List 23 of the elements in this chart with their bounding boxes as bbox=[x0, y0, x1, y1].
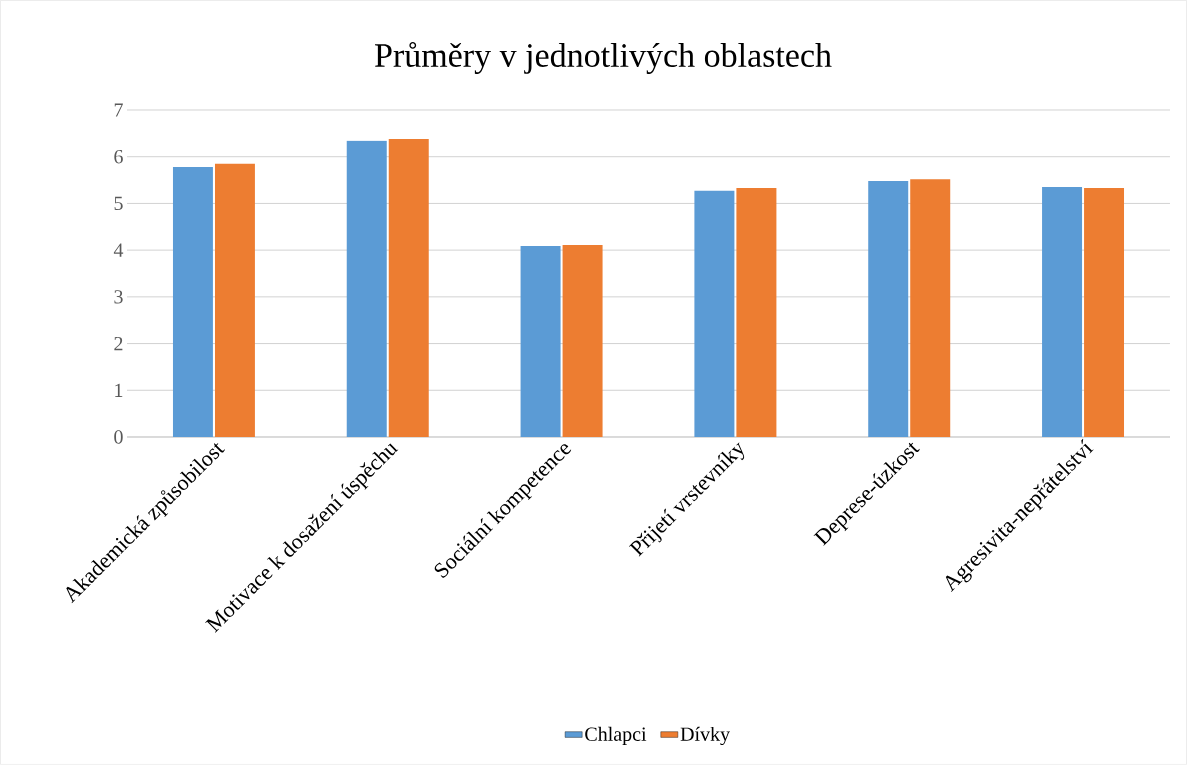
legend-label: Dívky bbox=[680, 726, 730, 746]
legend-label: Chlapci bbox=[585, 726, 647, 745]
bar bbox=[736, 188, 777, 437]
y-tick-label: 6 bbox=[114, 150, 123, 164]
bar bbox=[1042, 187, 1083, 437]
bar bbox=[214, 163, 255, 437]
y-tick-label: 4 bbox=[113, 243, 124, 257]
bar bbox=[1084, 188, 1125, 437]
bar bbox=[172, 166, 213, 437]
bar bbox=[562, 245, 603, 437]
y-tick-label: 7 bbox=[114, 103, 123, 117]
bar bbox=[346, 140, 387, 437]
y-tick-label: 0 bbox=[114, 430, 123, 444]
bar bbox=[388, 138, 429, 437]
y-tick-label: 3 bbox=[114, 290, 123, 304]
bar bbox=[868, 181, 909, 437]
bar bbox=[694, 190, 735, 437]
chart-title: Průměry v jednotlivých oblastech bbox=[375, 42, 832, 74]
bar bbox=[520, 245, 561, 437]
y-tick-label: 1 bbox=[115, 383, 123, 397]
y-tick-label: 5 bbox=[114, 196, 123, 211]
bar bbox=[910, 179, 951, 437]
y-tick-label: 2 bbox=[114, 336, 123, 351]
